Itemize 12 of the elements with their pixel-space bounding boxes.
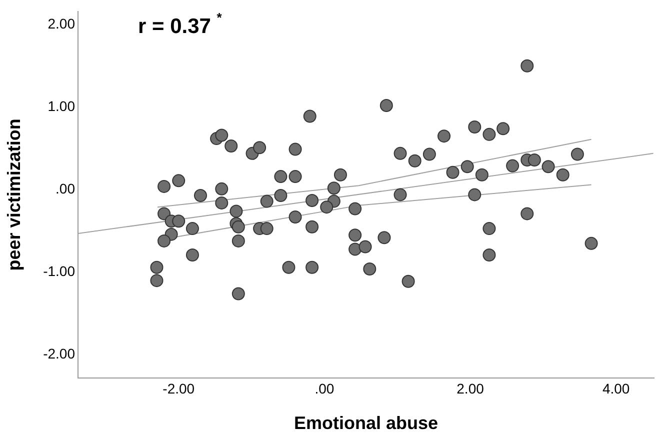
- y-tick-label: -1.00: [43, 263, 76, 280]
- y-tick-label: .00: [56, 180, 76, 197]
- x-axis-title: Emotional abuse: [294, 413, 438, 434]
- x-tick-label: 2.00: [456, 380, 484, 396]
- y-tick-label: 1.00: [48, 98, 76, 114]
- y-axis-title: peer victimization: [4, 118, 24, 271]
- y-tick-label: 2.00: [48, 15, 76, 32]
- x-tick-label: -2.00: [162, 380, 195, 396]
- annotation: r = 0.37 *: [138, 10, 223, 38]
- x-tick-label: .00: [314, 380, 334, 396]
- y-tick-label: -2.00: [43, 346, 76, 362]
- x-tick-label: 4.00: [602, 380, 630, 396]
